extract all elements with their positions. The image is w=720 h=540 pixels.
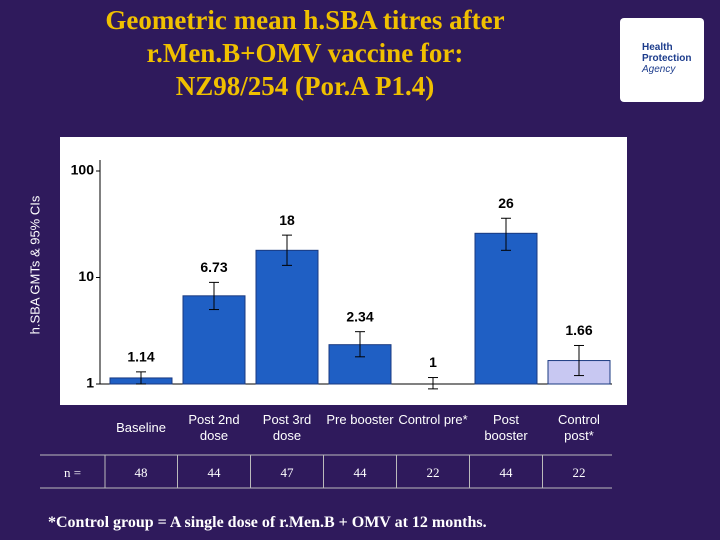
data-label: 6.73 bbox=[200, 259, 227, 275]
x-tick-label: Pre booster bbox=[326, 412, 394, 427]
x-tick-label: Baseline bbox=[116, 420, 166, 435]
x-tick-label: Control pre* bbox=[398, 412, 468, 427]
x-tick-label: Post 3rd dose bbox=[262, 412, 312, 443]
y-tick-label: 1 bbox=[86, 375, 94, 391]
x-tick-label: Control post* bbox=[558, 412, 600, 443]
y-tick-label: 100 bbox=[71, 162, 95, 178]
logo-text: Agency bbox=[642, 64, 676, 75]
n-label: n = bbox=[63, 465, 82, 480]
x-tick-label: Post booster bbox=[484, 412, 528, 443]
y-axis-label: h.SBA GMTs & 95% CIs bbox=[27, 195, 42, 334]
logo: Health Protection Agency bbox=[620, 18, 704, 102]
data-label: 18 bbox=[279, 212, 295, 228]
bar bbox=[474, 232, 538, 385]
n-value: 44 bbox=[207, 465, 221, 480]
n-value: 44 bbox=[499, 465, 513, 480]
n-value: 22 bbox=[426, 465, 440, 480]
footnote: *Control group = A single dose of r.Men.… bbox=[48, 514, 487, 531]
n-value: 47 bbox=[280, 465, 294, 480]
n-value: 48 bbox=[134, 465, 148, 480]
data-label: 1 bbox=[429, 354, 437, 370]
title: Geometric mean h.SBA titres after r.Men.… bbox=[105, 5, 505, 101]
bar bbox=[255, 249, 319, 385]
data-label: 1.66 bbox=[565, 322, 592, 338]
data-label: 1.14 bbox=[127, 349, 154, 365]
logo-text: Protection bbox=[642, 53, 692, 64]
n-value: 44 bbox=[353, 465, 367, 480]
y-tick-label: 10 bbox=[78, 268, 94, 284]
bar bbox=[182, 295, 246, 385]
logo-text: Health bbox=[642, 42, 673, 53]
data-label: 2.34 bbox=[346, 308, 373, 324]
x-tick-label: Post 2nd dose bbox=[188, 412, 240, 443]
n-value: 22 bbox=[572, 465, 586, 480]
data-label: 26 bbox=[498, 195, 514, 211]
